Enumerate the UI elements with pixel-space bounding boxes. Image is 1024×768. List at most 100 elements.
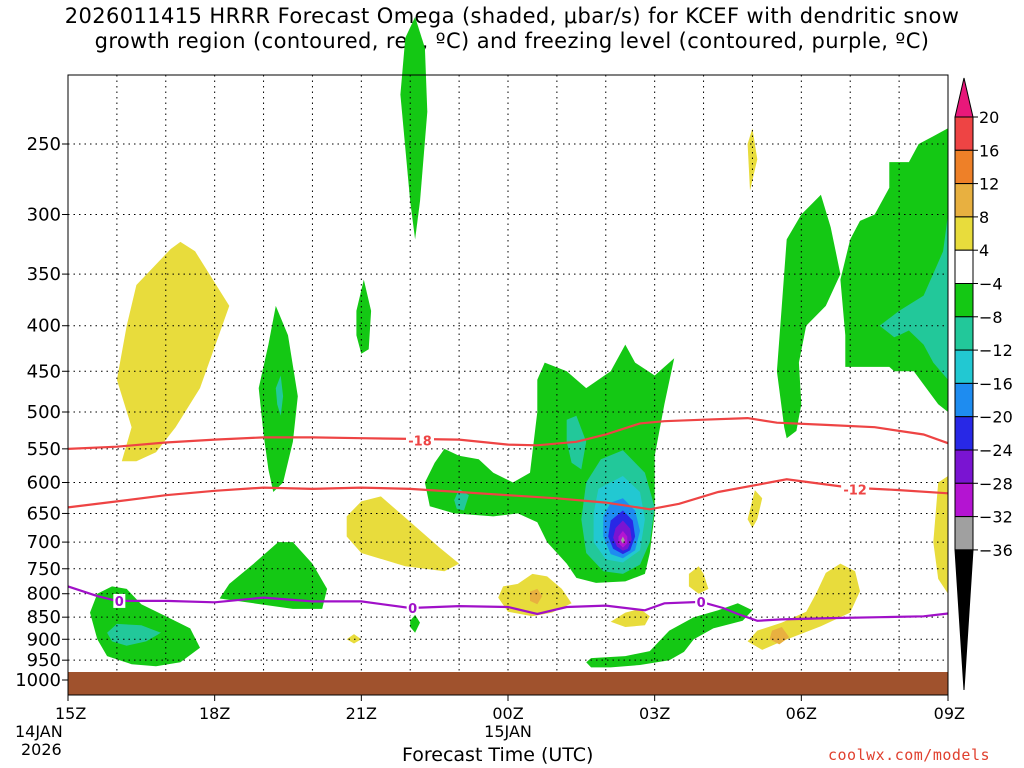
y-tick-label: 600 xyxy=(27,472,61,493)
surface-ground xyxy=(68,672,948,695)
colorbar-bin xyxy=(954,449,974,484)
colorbar-label: −4 xyxy=(979,275,1003,294)
omega-region xyxy=(747,128,758,191)
y-tick-label: 1000 xyxy=(15,670,61,691)
omega-region xyxy=(747,563,860,650)
omega-region xyxy=(610,608,650,627)
colorbar-bin xyxy=(954,116,974,151)
x-tick-label: 09Z xyxy=(934,704,965,723)
colorbar-label: −36 xyxy=(979,541,1013,560)
contour-dgz-minus18 xyxy=(67,416,949,450)
y-tick-label: 450 xyxy=(27,361,61,382)
omega-region xyxy=(688,566,709,594)
omega-region xyxy=(116,241,230,462)
contour-label: -18 xyxy=(408,434,432,449)
colorbar-bin xyxy=(954,316,974,351)
x-tick-label: 21Z xyxy=(346,704,377,723)
colorbar-label: 16 xyxy=(979,141,999,160)
colorbar-label: −32 xyxy=(979,508,1013,527)
omega-region xyxy=(776,194,841,439)
chart-title-line2: growth region (contoured, red, ºC) and f… xyxy=(94,29,930,53)
x-tick-label: 06Z xyxy=(786,704,817,723)
y-tick-label: 650 xyxy=(27,503,61,524)
surface-terrain xyxy=(68,672,948,695)
colorbar-bin xyxy=(954,216,974,251)
colorbar-bottom-arrow xyxy=(954,549,974,691)
omega-region xyxy=(346,496,460,572)
omega-region xyxy=(586,603,753,668)
colorbar-bin xyxy=(954,349,974,384)
contour-label: -12 xyxy=(843,484,867,499)
colorbar-label: −12 xyxy=(979,341,1013,360)
omega-region xyxy=(747,490,763,528)
y-tick-label: 500 xyxy=(27,402,61,423)
omega-regions xyxy=(90,17,948,668)
contour-label-bg xyxy=(841,482,870,497)
colorbar-label: −20 xyxy=(979,408,1013,427)
omega-region xyxy=(769,627,790,645)
y-tick-label: 700 xyxy=(27,532,61,553)
colorbar-label: 12 xyxy=(979,175,999,194)
contour-label-bg xyxy=(113,593,126,608)
omega-region xyxy=(840,128,948,412)
contour-label-bg xyxy=(695,594,708,609)
y-tick-label: 300 xyxy=(27,204,61,225)
omega-region xyxy=(400,17,428,240)
colorbar-label: 8 xyxy=(979,208,989,227)
colorbar-label: 20 xyxy=(979,108,999,127)
y-tick-label: 250 xyxy=(27,134,61,155)
omega-region xyxy=(107,623,161,646)
y-tick-label: 800 xyxy=(27,584,61,605)
contour-label: 0 xyxy=(408,602,417,617)
colorbar-bin xyxy=(954,482,974,518)
y-tick-label: 400 xyxy=(27,316,61,337)
x-tick-date: 14JAN xyxy=(15,722,63,741)
omega-region xyxy=(530,588,543,605)
colorbar-bin xyxy=(954,516,974,551)
colorbar-bin xyxy=(954,149,974,185)
colorbar-bin xyxy=(954,382,974,418)
omega-region xyxy=(410,614,420,633)
colorbar-label: −28 xyxy=(979,474,1013,493)
contour-label-bg xyxy=(406,433,434,448)
colorbar-label: −24 xyxy=(979,441,1013,460)
colorbar-bin xyxy=(954,416,974,451)
y-tick-label: 350 xyxy=(27,264,61,285)
x-tick-label: 03Z xyxy=(639,704,670,723)
x-axis-title: Forecast Time (UTC) xyxy=(402,744,594,766)
colorbar-label: −16 xyxy=(979,374,1013,393)
omega-region xyxy=(933,476,948,594)
omega-region xyxy=(219,542,328,609)
y-tick-label: 850 xyxy=(27,607,61,628)
colorbar-bin xyxy=(954,249,974,284)
y-tick-label: 550 xyxy=(27,439,61,460)
x-tick-year: 2026 xyxy=(21,740,62,759)
colorbar: 20 16 12 8 4 −4 −8 −12 −16 −20 −24 −28 −32 −36 xyxy=(954,77,1013,691)
temperature-contours: -18 -12 0 0 0 xyxy=(67,416,949,622)
colorbar-label: 4 xyxy=(979,241,989,260)
credit-link[interactable]: coolwx.com/models xyxy=(828,746,991,764)
omega-region xyxy=(275,375,284,416)
x-tick-date: 15JAN xyxy=(484,722,532,741)
y-axis-ticks: 2503003504004505005506006507007508008509… xyxy=(15,134,68,691)
colorbar-label: −8 xyxy=(979,308,1003,327)
y-tick-label: 750 xyxy=(27,559,61,580)
contour-dgz-minus12 xyxy=(67,478,949,511)
omega-region xyxy=(356,279,372,354)
x-tick-label: 00Z xyxy=(492,704,523,723)
contour-label: 0 xyxy=(697,596,706,611)
omega-region xyxy=(879,214,948,380)
contour-label-bg xyxy=(406,600,419,615)
y-tick-label: 900 xyxy=(27,629,61,650)
y-tick-label: 950 xyxy=(27,650,61,671)
contour-label: 0 xyxy=(115,595,124,610)
colorbar-top-arrow xyxy=(954,77,974,118)
contour-freezing-level-0 xyxy=(67,585,949,622)
colorbar-bin xyxy=(954,183,974,218)
x-tick-label: 15Z xyxy=(55,704,86,723)
colorbar-bin xyxy=(954,283,974,318)
chart-title-line1: 2026011415 HRRR Forecast Omega (shaded, … xyxy=(64,4,960,28)
omega-region xyxy=(454,488,469,511)
